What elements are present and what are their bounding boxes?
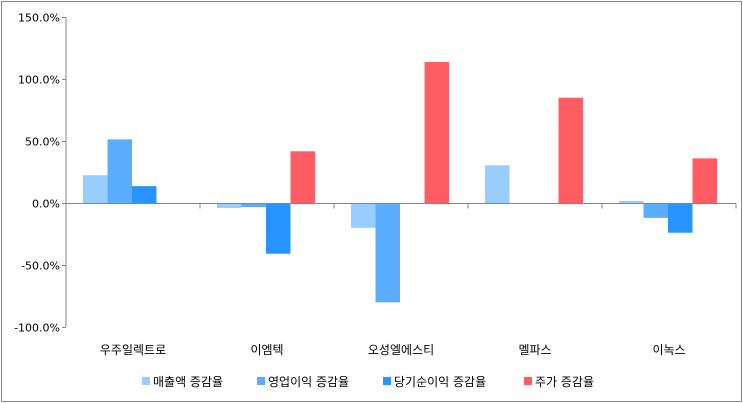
bar-1-2	[217, 203, 242, 208]
bar-2-5	[643, 203, 668, 218]
legend-label-1: 매출액 증감율	[153, 375, 223, 389]
y-tick-label: 50.0%	[25, 136, 60, 149]
legend-label-3: 당기순이익 증감율	[394, 375, 486, 389]
y-tick-label: 0.0%	[32, 198, 60, 211]
bar-2-3	[375, 203, 400, 303]
legend-label-2: 영업이익 증감율	[268, 375, 349, 389]
legend-swatch-2	[257, 377, 265, 385]
bar-2-2	[241, 203, 266, 207]
bar-1-4	[485, 165, 510, 203]
x-tick-label: 멜파스	[518, 343, 551, 357]
bar-4-2	[290, 151, 315, 203]
y-tick-label: 100.0%	[18, 74, 60, 87]
x-tick-label: 이녹스	[652, 343, 685, 357]
bar-4-5	[692, 158, 717, 203]
x-tick-label: 우주일렉트로	[100, 343, 166, 357]
bar-1-1	[83, 175, 108, 203]
y-tick-label: -50.0%	[21, 260, 60, 273]
bar-1-5	[619, 201, 644, 203]
legend-swatch-4	[524, 377, 532, 385]
bar-4-3	[424, 62, 449, 204]
bar-3-5	[668, 203, 693, 233]
x-tick-label: 오성엘에스티	[368, 343, 434, 357]
bar-4-4	[558, 97, 583, 203]
bar-3-2	[266, 203, 291, 254]
bar-2-1	[107, 139, 132, 203]
bar-3-1	[132, 186, 157, 203]
legend-swatch-3	[383, 377, 391, 385]
legend-label-4: 주가 증감율	[535, 375, 594, 389]
y-tick-label: -100.0%	[14, 322, 60, 335]
legend-swatch-1	[142, 377, 150, 385]
bar-1-3	[351, 203, 376, 228]
y-tick-label: 150.0%	[18, 12, 60, 25]
x-tick-label: 이엠텍	[250, 343, 283, 357]
